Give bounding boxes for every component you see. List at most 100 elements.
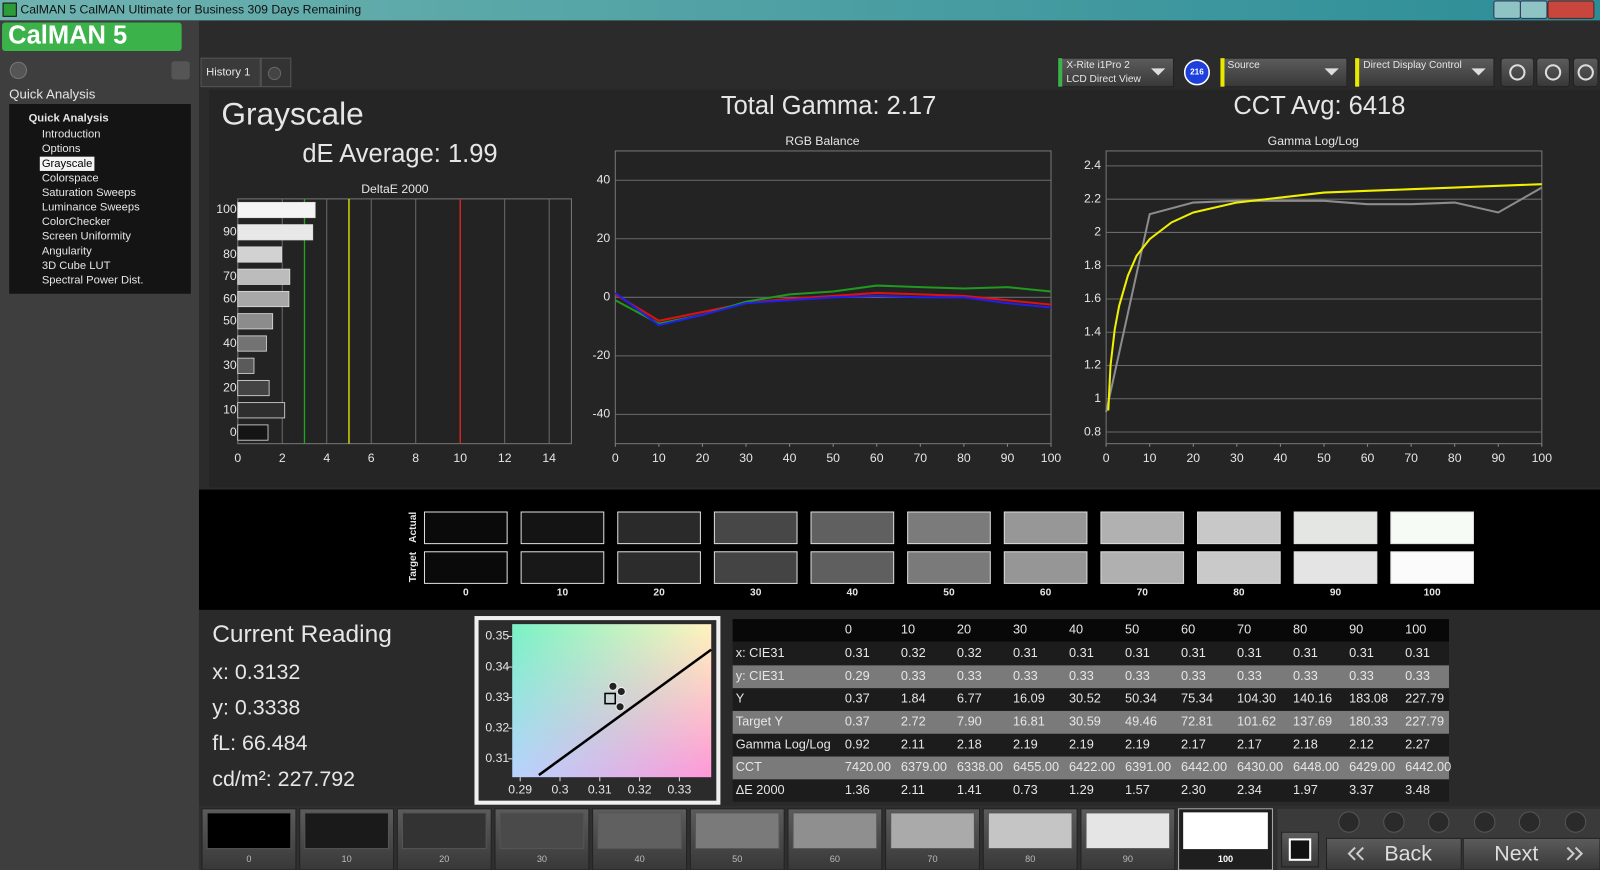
toolbar-button[interactable] — [1500, 57, 1535, 88]
tree-item[interactable]: Angularity — [42, 245, 92, 257]
panel-collapse[interactable] — [171, 61, 190, 80]
panel-pin[interactable] — [9, 61, 28, 80]
table-cell: 16.81 — [1013, 714, 1045, 729]
patch-swatch — [401, 812, 487, 850]
table-cell: 0.33 — [901, 668, 926, 683]
maximize-button[interactable] — [1519, 0, 1548, 19]
reading-line: y: 0.3338 — [212, 696, 300, 720]
table-cell: 0.33 — [1181, 668, 1206, 683]
table-cell: 2.11 — [901, 782, 925, 797]
table-cell: 0.31 — [1125, 645, 1150, 660]
patch-label: 50 — [732, 854, 742, 864]
display-label: Direct Display Control — [1363, 60, 1462, 71]
patch-label: 100 — [1218, 854, 1233, 864]
table-cell: 183.08 — [1349, 691, 1388, 706]
table-cell: 6391.00 — [1125, 759, 1171, 774]
column-header: 10 — [901, 622, 915, 637]
bar — [237, 224, 314, 241]
tree-item[interactable]: Spectral Power Dist. — [42, 274, 144, 286]
toolbar-button[interactable] — [1572, 57, 1599, 88]
actual-swatch — [713, 511, 798, 545]
control-button[interactable] — [1338, 811, 1360, 833]
control-button[interactable] — [1428, 811, 1450, 833]
tree-item[interactable]: Options — [42, 143, 81, 155]
tab-label: History 1 — [206, 66, 250, 78]
y-tick-label: 2 — [1094, 225, 1101, 239]
y-tick-label: -40 — [593, 407, 611, 421]
tree-item[interactable]: Luminance Sweeps — [42, 202, 140, 214]
table-cell: 7420.00 — [845, 759, 891, 774]
row-label: ΔE 2000 — [736, 782, 785, 797]
table-cell: 2.17 — [1237, 736, 1262, 751]
display-dropdown[interactable] — [1354, 57, 1495, 88]
sidebar-heading: Quick Analysis — [9, 86, 96, 101]
patch-label: 0 — [246, 854, 251, 864]
x-tick-label: 40 — [783, 451, 797, 465]
row-label: Gamma Log/Log — [736, 736, 831, 751]
minimize-button[interactable] — [1493, 0, 1521, 19]
control-button[interactable] — [1564, 811, 1587, 833]
tree-item[interactable]: Saturation Sweeps — [42, 187, 137, 199]
source-dropdown[interactable] — [1219, 57, 1348, 88]
patch-swatch — [792, 812, 878, 850]
de-average: dE Average: 1.99 — [302, 140, 497, 168]
tree-item[interactable]: 3D Cube LUT — [42, 260, 111, 272]
x-tick-label: 0.33 — [667, 783, 691, 797]
row-label: Y — [736, 691, 745, 706]
table-cell: 0.33 — [1405, 668, 1430, 683]
table-cell: 0.32 — [901, 645, 926, 660]
tree — [9, 104, 191, 294]
stop-icon — [1288, 838, 1312, 861]
next-button[interactable] — [1462, 837, 1600, 870]
y-tick-label: 1.8 — [1084, 258, 1101, 272]
y-tick-label: 80 — [223, 247, 237, 261]
column-header: 20 — [957, 622, 971, 637]
measured-point — [615, 702, 625, 712]
tree-item[interactable]: Introduction — [42, 129, 101, 141]
x-tick-label: 60 — [1361, 451, 1375, 465]
target-swatch — [1390, 551, 1474, 584]
tab[interactable] — [200, 57, 261, 88]
y-tick-label: 30 — [223, 358, 237, 372]
table-cell: 1.41 — [957, 782, 982, 797]
meter-dropdown[interactable] — [1057, 57, 1174, 88]
table-cell: 6.77 — [957, 691, 982, 706]
table-cell: 16.09 — [1013, 691, 1045, 706]
control-button[interactable] — [1383, 811, 1405, 833]
table-row-alt — [732, 756, 1449, 780]
table-cell: 104.30 — [1237, 691, 1276, 706]
control-button[interactable] — [1518, 811, 1541, 833]
tree-root: Quick Analysis — [29, 112, 109, 124]
table-cell: 0.33 — [1349, 668, 1374, 683]
close-button[interactable] — [1547, 0, 1595, 19]
table-row-alt — [732, 710, 1449, 734]
swatch-label: 20 — [653, 587, 665, 598]
series-line — [614, 291, 1052, 322]
toolbar-button[interactable] — [1536, 57, 1570, 88]
y-tick-label: 0.31 — [485, 751, 509, 765]
window-title: CalMAN 5 CalMAN Ultimate for Business 30… — [20, 2, 361, 16]
swatch-label: 60 — [1040, 587, 1052, 598]
y-tick-label: 20 — [597, 231, 611, 245]
table-cell: 0.31 — [1013, 645, 1038, 660]
tree-item[interactable]: Screen Uniformity — [42, 231, 132, 243]
y-tick-label: 1 — [1094, 391, 1101, 405]
row-label: x: CIE31 — [736, 645, 785, 660]
target-point — [604, 692, 617, 705]
x-tick-label: 50 — [826, 451, 840, 465]
table-cell: 6442.00 — [1405, 759, 1451, 774]
meter-badge — [1183, 59, 1210, 86]
table-cell: 0.32 — [957, 645, 982, 660]
x-tick-label: 70 — [1404, 451, 1418, 465]
meter-name: X-Rite i1Pro 2 — [1066, 60, 1130, 71]
table-cell: 0.37 — [845, 691, 870, 706]
patch-swatch — [1085, 812, 1171, 850]
table-cell: 227.79 — [1405, 691, 1444, 706]
tree-item[interactable]: Colorspace — [42, 172, 99, 184]
tree-item[interactable]: ColorChecker — [42, 216, 111, 228]
control-button[interactable] — [1473, 811, 1496, 833]
x-tick-label: 4 — [323, 451, 330, 465]
table-cell: 1.84 — [901, 691, 926, 706]
tree-item[interactable]: Grayscale — [42, 158, 93, 170]
